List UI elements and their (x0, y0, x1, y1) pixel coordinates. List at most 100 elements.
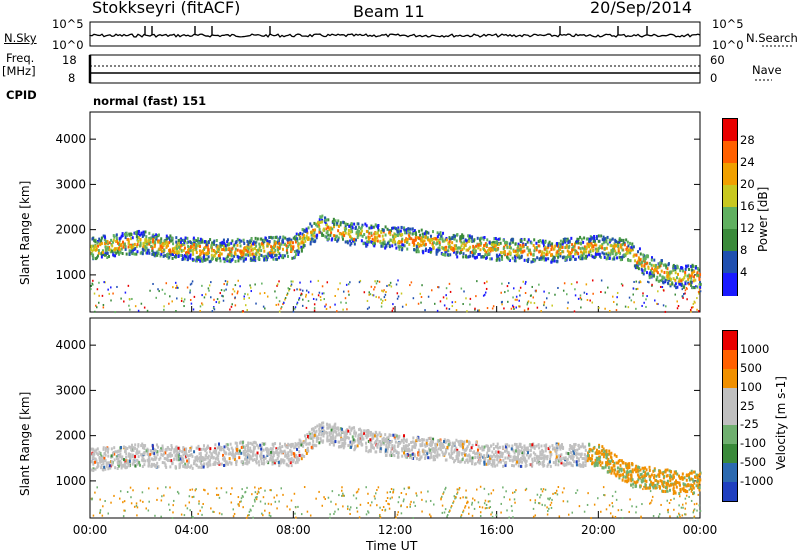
range-gate-cell (307, 236, 310, 240)
range-gate-cell (319, 215, 322, 219)
range-gate-cell (228, 448, 231, 452)
range-gate-cell (685, 287, 688, 290)
range-gate-cell (315, 223, 318, 227)
range-gate-cell (137, 232, 140, 236)
range-gate-cell (164, 457, 167, 461)
range-gate-cell (251, 442, 254, 446)
range-gate-cell (350, 241, 353, 245)
range-gate-cell (375, 440, 378, 444)
range-gate-cell (260, 237, 263, 241)
range-gate-cell (200, 463, 203, 467)
range-gate-cell (606, 453, 609, 457)
range-gate-cell (667, 262, 670, 266)
range-gate-cell (557, 255, 560, 259)
range-gate-cell (528, 463, 531, 467)
range-gate-cell (698, 488, 701, 492)
range-gate-cell (298, 450, 301, 454)
range-gate-cell (681, 288, 684, 291)
range-gate-cell (374, 231, 377, 235)
range-gate-cell (598, 254, 601, 258)
range-gate-cell (496, 463, 499, 467)
range-gate-cell (115, 233, 118, 237)
range-gate-cell (635, 307, 637, 310)
range-gate-cell (184, 239, 187, 243)
range-gate-cell (457, 440, 460, 444)
range-gate-cell (514, 456, 517, 460)
range-gate-cell (161, 242, 164, 246)
range-gate-cell (321, 285, 324, 288)
freq-label: Freq. (6, 51, 35, 65)
range-gate-cell (160, 252, 163, 256)
range-gate-cell (193, 243, 196, 247)
range-gate-cell (392, 235, 395, 239)
range-gate-cell (671, 482, 674, 486)
range-gate-cell (694, 266, 697, 270)
range-gate-cell (438, 246, 441, 250)
range-gate-cell (310, 427, 313, 431)
range-gate-cell (345, 227, 348, 231)
range-gate-cell (152, 237, 155, 241)
range-gate-cell (439, 237, 442, 241)
range-gate-cell (116, 450, 119, 454)
range-gate-cell (90, 284, 92, 287)
range-gate-cell (111, 452, 114, 456)
range-gate-cell (322, 233, 325, 237)
range-gate-cell (168, 302, 170, 305)
range-gate-cell (565, 244, 568, 248)
range-gate-cell (199, 451, 202, 455)
range-gate-cell (656, 271, 659, 275)
range-gate-cell (341, 437, 344, 441)
range-gate-cell (535, 245, 538, 249)
range-gate-cell (637, 250, 640, 254)
power-panel (89, 111, 701, 313)
range-gate-cell (104, 459, 107, 463)
range-gate-cell (560, 453, 563, 457)
range-gate-cell (251, 458, 254, 462)
range-gate-cell (225, 288, 227, 291)
range-gate-cell (521, 451, 524, 455)
range-gate-cell (174, 466, 177, 470)
range-gate-cell (668, 488, 671, 492)
range-gate-cell (228, 457, 231, 461)
range-gate-cell (92, 256, 95, 260)
range-gate-cell (258, 252, 261, 256)
range-gate-cell (573, 244, 576, 248)
range-gate-cell (125, 252, 128, 256)
range-gate-cell (613, 245, 616, 249)
range-gate-cell (207, 255, 210, 259)
range-gate-cell (263, 292, 266, 295)
range-gate-cell (641, 270, 644, 274)
range-gate-cell (236, 243, 239, 247)
range-gate-cell (572, 458, 575, 462)
range-gate-cell (491, 245, 494, 249)
range-gate-cell (136, 459, 139, 463)
range-gate-cell (387, 438, 390, 442)
range-gate-cell (468, 453, 471, 457)
range-gate-cell (456, 255, 459, 259)
range-gate-cell (253, 255, 256, 259)
range-gate-cell (551, 304, 553, 307)
range-gate-cell (576, 448, 579, 452)
range-gate-cell (503, 307, 505, 310)
range-gate-cell (560, 461, 563, 465)
range-gate-cell (379, 447, 382, 451)
range-gate-cell (631, 468, 634, 472)
range-gate-cell (465, 239, 468, 243)
range-gate-cell (309, 280, 312, 283)
range-gate-cell (223, 457, 226, 461)
range-gate-cell (550, 244, 553, 248)
range-gate-cell (328, 431, 331, 435)
range-gate-cell (383, 240, 386, 244)
range-gate-cell (588, 250, 591, 254)
range-gate-cell (515, 253, 518, 257)
range-gate-cell (269, 447, 272, 451)
range-gate-cell (693, 481, 696, 485)
range-gate-cell (591, 279, 594, 282)
range-gate-cell (159, 254, 162, 258)
range-gate-cell (281, 238, 284, 242)
range-gate-cell (692, 302, 695, 305)
range-gate-cell (430, 451, 433, 455)
range-gate-cell (583, 291, 586, 294)
range-gate-cell (263, 249, 266, 253)
range-gate-cell (244, 304, 247, 307)
